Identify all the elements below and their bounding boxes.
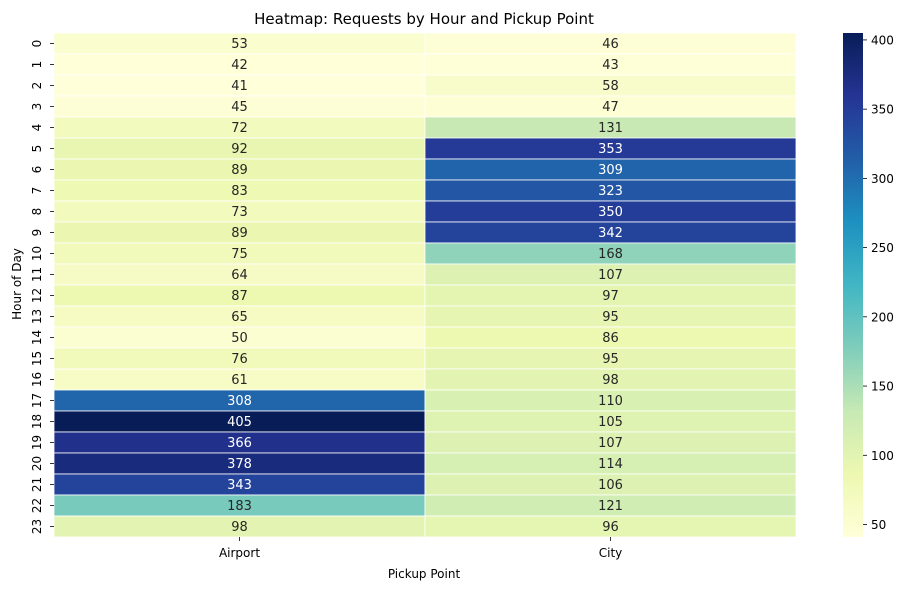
cell-value-label: 83 [231,184,248,199]
cell-value-label: 65 [231,310,248,325]
heatmap-cells: 53 46 42 43 41 58 45 47 72 131 92 353 89 309 83 323 73 35… [53,32,797,538]
cell-value-label: 92 [231,142,248,157]
colorbar-tick-label: 150 [871,380,894,394]
cell-value-label: 168 [598,247,623,262]
cell-value-label: 308 [227,394,252,409]
y-tick-label: 19 [30,435,44,450]
y-tick-label: 11 [30,267,44,282]
y-tick-label: 0 [30,40,44,48]
cell-value-label: 50 [231,331,248,346]
cell-value-label: 97 [602,289,619,304]
cell-value-label: 110 [598,394,623,409]
y-tick-label: 23 [30,519,44,534]
y-tick-label: 9 [30,229,44,237]
cell-value-label: 89 [231,226,248,241]
cell-value-label: 41 [231,79,248,94]
cell-value-label: 107 [598,268,623,283]
cell-value-label: 95 [602,310,619,325]
colorbar-tick-label: 100 [871,449,894,463]
colorbar-tick-label: 50 [871,518,886,532]
cell-value-label: 96 [602,520,619,535]
x-axis-label: Pickup Point [388,567,461,581]
cell-value-label: 53 [231,37,248,52]
cell-value-label: 89 [231,163,248,178]
colorbar-tick-label: 250 [871,241,894,255]
x-axis-ticks: Airport City [219,537,622,560]
y-tick-label: 8 [30,208,44,216]
cell-value-label: 47 [602,100,619,115]
chart-title: Heatmap: Requests by Hour and Pickup Poi… [254,10,594,28]
y-tick-label: 21 [30,477,44,492]
y-tick-label: 5 [30,145,44,153]
cell-value-label: 98 [231,520,248,535]
cell-value-label: 86 [602,331,619,346]
y-tick-label: 1 [30,61,44,69]
cell-value-label: 350 [598,205,623,220]
cell-value-label: 98 [602,373,619,388]
cell-value-label: 105 [598,415,623,430]
cell-value-label: 95 [602,352,619,367]
cell-value-label: 75 [231,247,248,262]
y-tick-label: 15 [30,351,44,366]
cell-value-label: 323 [598,184,623,199]
y-tick-label: 14 [30,330,44,345]
cell-value-label: 106 [598,478,623,493]
y-axis-label: Hour of Day [10,248,24,320]
cell-value-label: 366 [227,436,252,451]
colorbar-tick-label: 350 [871,103,894,117]
cell-value-label: 183 [227,499,252,514]
y-tick-label: 12 [30,288,44,303]
cell-value-label: 76 [231,352,248,367]
cell-value-label: 72 [231,121,248,136]
cell-value-label: 73 [231,205,248,220]
cell-value-label: 121 [598,499,623,514]
colorbar-tick-label: 200 [871,310,894,324]
cell-value-label: 405 [227,415,252,430]
y-tick-label: 2 [30,82,44,90]
cell-value-label: 64 [231,268,248,283]
y-tick-label: 16 [30,372,44,387]
colorbar-ticks: 50 100 150 200 250 300 350 400 [863,33,894,532]
colorbar-tick-label: 300 [871,172,894,186]
y-tick-label: 17 [30,393,44,408]
cell-value-label: 61 [231,373,248,388]
cell-value-label: 42 [231,58,248,73]
cell-value-label: 45 [231,100,248,115]
y-tick-label: 20 [30,456,44,471]
y-tick-label: 18 [30,414,44,429]
cell-value-label: 353 [598,142,623,157]
y-tick-label: 22 [30,498,44,513]
colorbar-tick-label: 400 [871,33,894,47]
cell-value-label: 114 [598,457,623,472]
y-tick-label: 13 [30,309,44,324]
cell-value-label: 43 [602,58,619,73]
colorbar [843,33,863,537]
cell-value-label: 107 [598,436,623,451]
cell-value-label: 58 [602,79,619,94]
cell-value-label: 46 [602,37,619,52]
y-tick-label: 3 [30,103,44,111]
x-tick-label: City [599,546,623,560]
x-tick-label: Airport [219,546,260,560]
cell-value-label: 87 [231,289,248,304]
cell-value-label: 342 [598,226,623,241]
cell-value-label: 378 [227,457,252,472]
y-tick-label: 6 [30,166,44,174]
cell-value-label: 343 [227,478,252,493]
cell-value-label: 309 [598,163,623,178]
y-tick-label: 7 [30,187,44,195]
y-tick-label: 4 [30,124,44,132]
y-tick-label: 10 [30,246,44,261]
cell-value-label: 131 [598,121,623,136]
